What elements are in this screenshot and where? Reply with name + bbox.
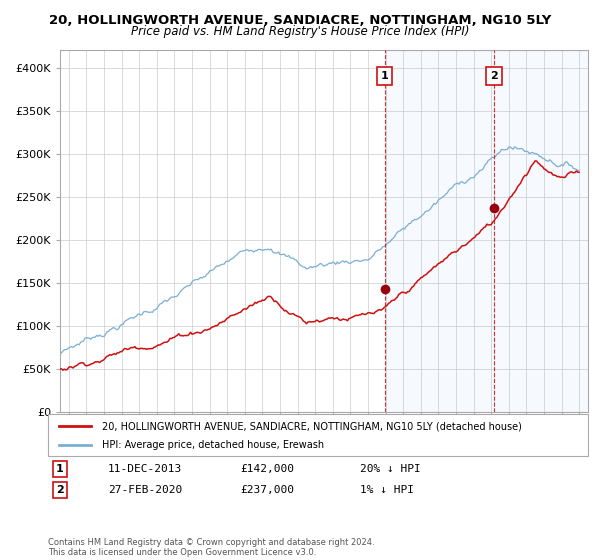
Text: HPI: Average price, detached house, Erewash: HPI: Average price, detached house, Erew… [102, 440, 324, 450]
Text: 27-FEB-2020: 27-FEB-2020 [108, 485, 182, 495]
FancyBboxPatch shape [48, 414, 588, 456]
Text: Price paid vs. HM Land Registry's House Price Index (HPI): Price paid vs. HM Land Registry's House … [131, 25, 469, 38]
Text: 1: 1 [56, 464, 64, 474]
Text: 1: 1 [380, 71, 388, 81]
Text: £142,000: £142,000 [240, 464, 294, 474]
Text: 20, HOLLINGWORTH AVENUE, SANDIACRE, NOTTINGHAM, NG10 5LY: 20, HOLLINGWORTH AVENUE, SANDIACRE, NOTT… [49, 14, 551, 27]
Text: 20, HOLLINGWORTH AVENUE, SANDIACRE, NOTTINGHAM, NG10 5LY (detached house): 20, HOLLINGWORTH AVENUE, SANDIACRE, NOTT… [102, 421, 522, 431]
Text: 11-DEC-2013: 11-DEC-2013 [108, 464, 182, 474]
Text: 20% ↓ HPI: 20% ↓ HPI [360, 464, 421, 474]
Text: 2: 2 [490, 71, 498, 81]
Text: 2: 2 [56, 485, 64, 495]
Text: Contains HM Land Registry data © Crown copyright and database right 2024.
This d: Contains HM Land Registry data © Crown c… [48, 538, 374, 557]
Text: £237,000: £237,000 [240, 485, 294, 495]
Bar [494, 50, 597, 412]
Bar [385, 50, 494, 412]
Text: 1% ↓ HPI: 1% ↓ HPI [360, 485, 414, 495]
